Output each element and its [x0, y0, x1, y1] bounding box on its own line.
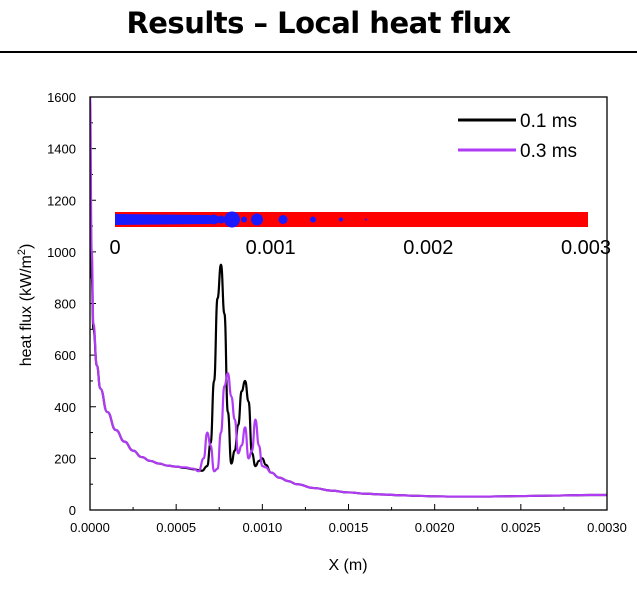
x-tick-label: 0.0000: [70, 520, 110, 535]
series-line-0-1-ms: [90, 147, 607, 498]
y-tick-label: 1200: [47, 193, 76, 208]
series-line-0-3-ms: [90, 97, 607, 498]
x-tick-label: 0.0005: [156, 520, 196, 535]
plot-frame: [89, 96, 608, 511]
y-tick-label: 0: [69, 503, 76, 518]
x-tick-label: 0.0025: [501, 520, 541, 535]
inset-bubble: [278, 215, 288, 224]
y-axis-title-main: heat flux (kW/m: [18, 255, 35, 366]
inset-tick-label: 0: [109, 237, 120, 259]
y-axis-title-sup: 2: [16, 249, 28, 255]
inset-tick-label: 0.003: [561, 237, 611, 259]
inset-bubble: [251, 213, 263, 226]
inset-bubble: [209, 214, 219, 225]
y-axis-title-tail: ): [18, 244, 35, 249]
title-divider: [0, 51, 637, 53]
legend-label-0-3-ms: 0.3 ms: [520, 141, 577, 162]
x-tick-labels: 0.0000 0.0005 0.0010 0.0015 0.0020 0.0025 0.00…: [70, 520, 627, 535]
y-tick-label: 1000: [47, 245, 76, 260]
y-tick-label: 800: [54, 297, 76, 312]
y-tick-label: 1600: [47, 90, 76, 105]
series-lines: [90, 97, 607, 498]
inset-bubble: [217, 215, 225, 224]
y-tick-label: 400: [54, 400, 76, 415]
y-tick-labels: 0 200 400 600 800 1000 1200 1400 1600: [47, 90, 76, 518]
y-axis-title: heat flux (kW/m2): [16, 244, 35, 367]
x-tick-label: 0.0020: [415, 520, 455, 535]
y-tick-label: 600: [54, 348, 76, 363]
x-tick-label: 0.0030: [587, 520, 627, 535]
inset-bubble: [365, 218, 367, 221]
inset-tick-label: 0.002: [403, 237, 453, 259]
droplet-inset: 0 0.001 0.002 0.003: [109, 211, 611, 259]
inset-bubble: [310, 216, 316, 223]
inset-bubble: [241, 216, 247, 223]
inset-tick-label: 0.001: [246, 237, 296, 259]
y-tick-label: 200: [54, 451, 76, 466]
inset-bubble: [339, 217, 343, 222]
x-axis-title: X (m): [328, 557, 367, 574]
x-tick-label: 0.0010: [242, 520, 282, 535]
inset-bubble: [224, 211, 240, 228]
x-tick-label: 0.0015: [329, 520, 369, 535]
legend: 0.1 ms 0.3 ms: [458, 111, 577, 162]
y-tick-label: 1400: [47, 142, 76, 157]
inset-vapor-column: [115, 214, 216, 225]
slide-title: Results – Local heat flux: [126, 6, 511, 40]
legend-label-0-1-ms: 0.1 ms: [520, 111, 577, 132]
